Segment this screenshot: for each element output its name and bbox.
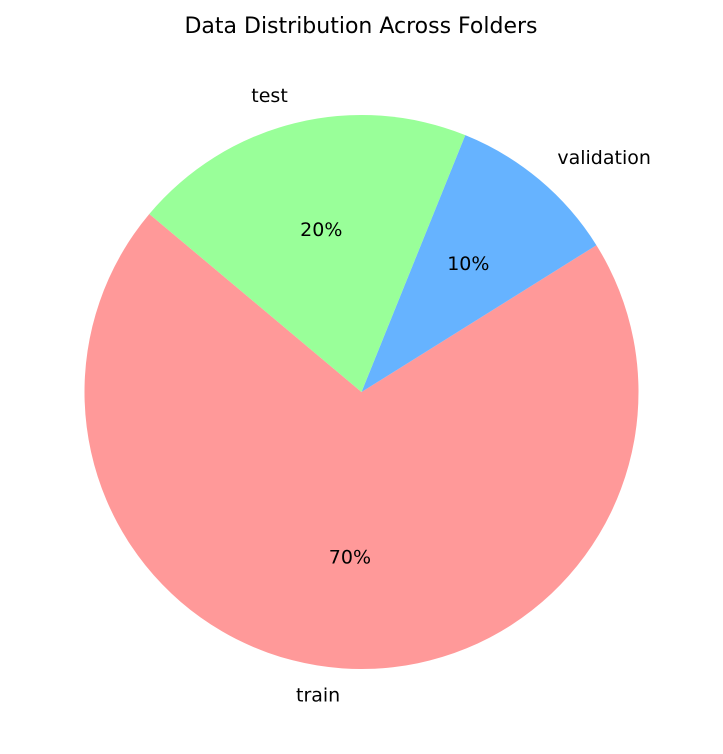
slice-label-validation: validation: [557, 147, 651, 169]
pie-slice-train: [84, 213, 639, 670]
pie-labels: train 70% validation 10% test 20%: [251, 85, 651, 707]
pct-label-train: 70%: [329, 546, 371, 568]
pie-slices: [84, 114, 639, 670]
pie-slice-test: [149, 114, 466, 392]
pct-label-test: 20%: [300, 219, 342, 241]
chart-title: Data Distribution Across Folders: [184, 14, 537, 39]
slice-label-train: train: [296, 684, 340, 706]
pct-label-validation: 10%: [447, 253, 489, 275]
pie-slice-validation: [361, 135, 597, 392]
slice-label-test: test: [251, 85, 288, 107]
